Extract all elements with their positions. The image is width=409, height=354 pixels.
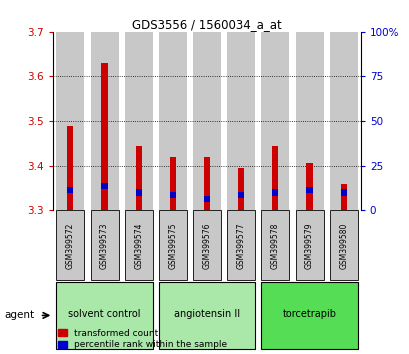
Bar xyxy=(272,145,278,210)
Text: GSM399573: GSM399573 xyxy=(100,222,109,269)
Text: GSM399578: GSM399578 xyxy=(270,222,279,269)
Legend: transformed count, percentile rank within the sample: transformed count, percentile rank withi… xyxy=(58,329,227,349)
Bar xyxy=(67,187,73,193)
Text: angiotensin II: angiotensin II xyxy=(173,309,240,319)
Bar xyxy=(158,32,187,210)
Bar xyxy=(329,210,357,280)
Bar xyxy=(101,63,107,210)
Text: torcetrapib: torcetrapib xyxy=(282,309,336,319)
Bar xyxy=(169,157,175,210)
Bar xyxy=(193,32,220,210)
Bar xyxy=(329,32,357,210)
Bar xyxy=(261,282,357,349)
Bar xyxy=(124,210,152,280)
Bar xyxy=(56,282,152,349)
Bar xyxy=(261,210,289,280)
Text: GSM399577: GSM399577 xyxy=(236,222,245,269)
Bar xyxy=(67,126,73,210)
Bar xyxy=(306,164,312,210)
Bar xyxy=(158,282,254,349)
Bar xyxy=(295,210,323,280)
Title: GDS3556 / 1560034_a_at: GDS3556 / 1560034_a_at xyxy=(132,18,281,31)
Bar xyxy=(90,32,118,210)
Text: GSM399576: GSM399576 xyxy=(202,222,211,269)
Text: GSM399580: GSM399580 xyxy=(338,222,347,269)
Bar xyxy=(56,32,84,210)
Bar xyxy=(193,210,220,280)
Bar xyxy=(101,183,107,189)
Bar xyxy=(340,183,346,210)
Bar xyxy=(158,210,187,280)
Text: GSM399579: GSM399579 xyxy=(304,222,313,269)
Bar xyxy=(90,210,118,280)
Bar xyxy=(204,157,209,210)
Bar xyxy=(238,192,244,198)
Text: GSM399572: GSM399572 xyxy=(66,222,75,269)
Bar xyxy=(135,189,142,195)
Bar xyxy=(340,189,346,195)
Bar xyxy=(204,196,209,202)
Bar xyxy=(238,168,244,210)
Bar xyxy=(135,145,142,210)
Text: agent: agent xyxy=(4,310,34,320)
Bar xyxy=(261,32,289,210)
Text: GSM399574: GSM399574 xyxy=(134,222,143,269)
Bar xyxy=(124,32,152,210)
Bar xyxy=(295,32,323,210)
Text: GSM399575: GSM399575 xyxy=(168,222,177,269)
Bar xyxy=(56,210,84,280)
Bar xyxy=(272,189,278,195)
Text: solvent control: solvent control xyxy=(68,309,140,319)
Bar xyxy=(227,210,254,280)
Bar xyxy=(306,187,312,193)
Bar xyxy=(169,192,175,198)
Bar xyxy=(227,32,254,210)
